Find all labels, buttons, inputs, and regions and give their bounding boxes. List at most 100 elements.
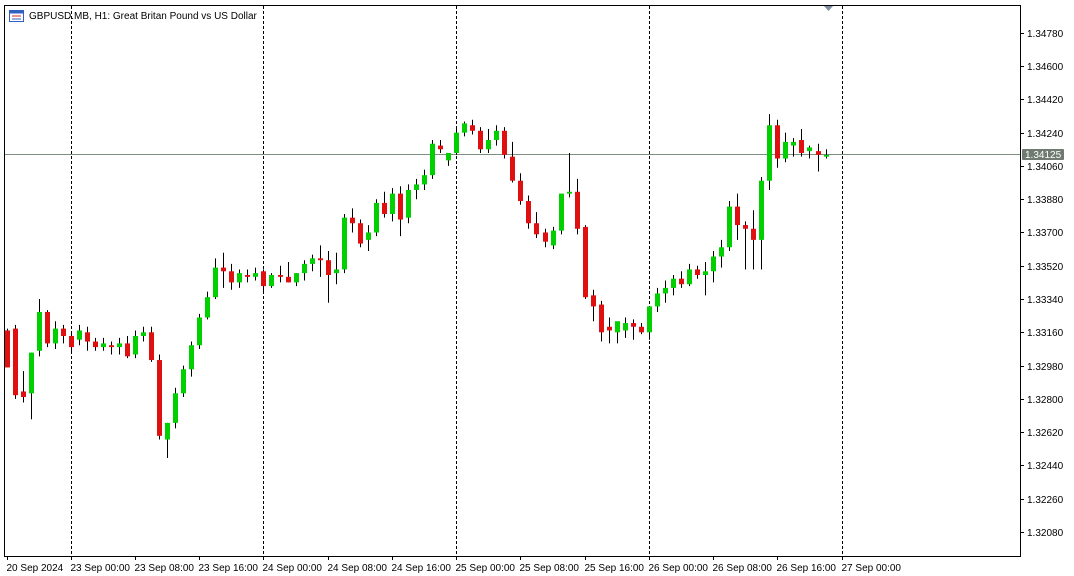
candle — [69, 332, 74, 353]
candle — [735, 193, 740, 240]
time-tick-label: 27 Sep 00:00 — [842, 563, 902, 574]
candle-body — [454, 132, 459, 153]
candle-body — [61, 328, 66, 336]
time-axis[interactable]: 20 Sep 2024 23 Sep 00:00 23 Sep 08:00 23 Se… — [7, 556, 902, 574]
candle-body — [406, 189, 411, 218]
price-tick-label: 1.34060 — [1027, 162, 1064, 173]
candle — [253, 267, 258, 281]
time-tick-label: 26 Sep 08:00 — [713, 563, 773, 574]
candle — [133, 330, 138, 359]
candle — [342, 213, 347, 274]
candle-body — [398, 193, 403, 220]
candle-body — [117, 343, 122, 348]
candle-body — [294, 273, 299, 283]
candle-body — [125, 343, 130, 357]
candle-body — [655, 293, 660, 307]
candle — [631, 319, 636, 340]
candle — [125, 336, 130, 359]
candle-body — [687, 269, 692, 285]
candle — [149, 326, 154, 362]
candle-body — [141, 332, 146, 336]
candle — [53, 321, 58, 349]
candle — [583, 225, 588, 300]
candle-body — [486, 140, 491, 150]
price-axis[interactable]: 1.34780 1.34600 1.34420 1.34240 1.34060 1.338… — [1020, 29, 1064, 539]
candle — [173, 387, 178, 429]
candle — [816, 143, 821, 172]
candle-body — [494, 130, 499, 141]
price-tick-label: 1.33340 — [1027, 295, 1064, 306]
candle — [470, 119, 475, 135]
candle — [543, 228, 548, 248]
candle-body — [583, 226, 588, 298]
candle — [221, 252, 226, 288]
candle-body — [237, 273, 242, 283]
candle — [791, 138, 796, 157]
candle-body — [631, 323, 636, 327]
candle — [286, 262, 291, 283]
candle — [551, 226, 556, 250]
candle — [575, 178, 580, 235]
price-tick-label: 1.34780 — [1027, 29, 1064, 40]
candle — [406, 184, 411, 224]
candle — [93, 337, 98, 351]
time-tick-label: 25 Sep 08:00 — [520, 563, 580, 574]
shift-marker-icon[interactable] — [824, 6, 833, 11]
candle-body — [382, 202, 387, 214]
candle — [687, 263, 692, 287]
period-separators — [71, 6, 843, 556]
candle — [567, 152, 572, 198]
candle-body — [221, 267, 226, 272]
candle-body — [719, 247, 724, 257]
candle-body — [446, 152, 451, 161]
candle-body — [816, 151, 821, 155]
candle — [189, 341, 194, 377]
candle-body — [695, 269, 700, 275]
candle-body — [366, 232, 371, 240]
candle — [181, 365, 186, 398]
candle-body — [639, 326, 644, 333]
candle — [229, 263, 234, 290]
candle — [767, 114, 772, 190]
candle — [478, 127, 483, 153]
candle — [61, 324, 66, 344]
candle — [85, 326, 90, 351]
price-tick-label: 1.32440 — [1027, 461, 1064, 472]
candle — [607, 317, 612, 344]
candle — [13, 324, 18, 399]
candle — [775, 119, 780, 168]
candle-body — [414, 184, 419, 190]
time-tick-label: 26 Sep 00:00 — [649, 563, 709, 574]
candle-body — [502, 130, 507, 155]
candle-body — [21, 391, 26, 398]
time-tick-label: 20 Sep 2024 — [7, 563, 64, 574]
symbol-title: GBPUSD.MB, H1: Great Britan Pound vs US … — [29, 11, 258, 22]
price-tick-label: 1.33160 — [1027, 328, 1064, 339]
candle-body — [342, 217, 347, 270]
candle-body — [534, 223, 539, 235]
candle-body — [559, 193, 564, 231]
candle-body — [133, 336, 138, 355]
candle-body — [253, 273, 258, 277]
candle — [486, 128, 491, 153]
candle-body — [791, 141, 796, 146]
time-tick-label: 24 Sep 16:00 — [392, 563, 452, 574]
candle — [671, 274, 676, 296]
candle-body — [326, 260, 331, 275]
price-tick-label: 1.32620 — [1027, 428, 1064, 439]
candle — [639, 323, 644, 335]
candle-body — [607, 326, 612, 331]
candle-body — [157, 360, 162, 436]
candle-body — [229, 271, 234, 283]
candle-body — [374, 202, 379, 233]
candle-body — [591, 295, 596, 307]
candle-body — [77, 330, 82, 340]
candle — [494, 125, 499, 146]
candle-body — [149, 332, 154, 361]
candle-body — [286, 276, 291, 283]
candle-body — [93, 341, 98, 348]
candle-body — [671, 278, 676, 288]
time-tick-label: 26 Sep 16:00 — [777, 563, 837, 574]
candle — [663, 280, 668, 303]
